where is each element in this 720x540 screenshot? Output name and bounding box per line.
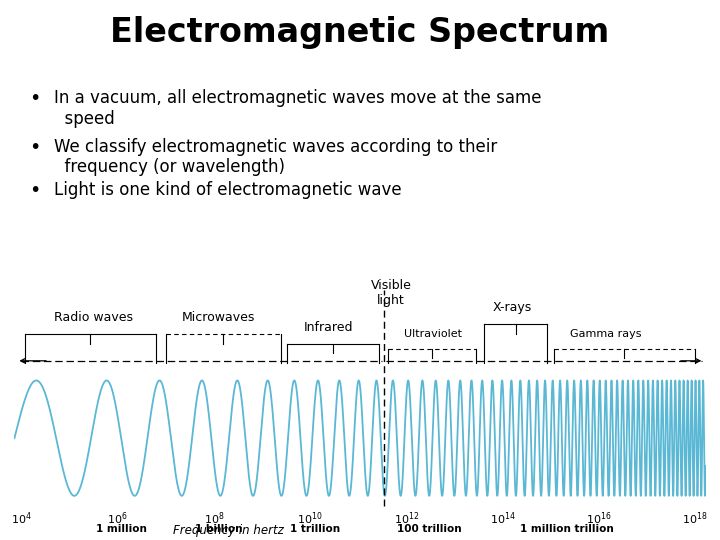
Text: X-rays: X-rays <box>492 301 531 314</box>
Text: •: • <box>29 181 40 200</box>
Text: We classify electromagnetic waves according to their
  frequency (or wavelength): We classify electromagnetic waves accord… <box>54 138 498 177</box>
Text: $10^{10}$: $10^{10}$ <box>297 510 323 527</box>
Text: $10^{12}$: $10^{12}$ <box>394 510 419 527</box>
Text: $10^{6}$: $10^{6}$ <box>107 510 128 527</box>
Text: 100 trillion: 100 trillion <box>397 524 462 534</box>
Text: Ultraviolet: Ultraviolet <box>404 329 462 339</box>
Text: Microwaves: Microwaves <box>181 311 255 324</box>
Text: Infrared: Infrared <box>304 321 354 334</box>
Text: •: • <box>29 138 40 157</box>
Text: Radio waves: Radio waves <box>55 311 133 324</box>
Text: 1 trillion: 1 trillion <box>290 524 340 534</box>
Text: Frequency in hertz: Frequency in hertz <box>174 524 284 537</box>
Text: Gamma rays: Gamma rays <box>570 329 641 339</box>
Text: $10^{4}$: $10^{4}$ <box>11 510 32 527</box>
Text: $10^{8}$: $10^{8}$ <box>204 510 224 527</box>
Text: Electromagnetic Spectrum: Electromagnetic Spectrum <box>110 16 610 49</box>
Text: $10^{14}$: $10^{14}$ <box>490 510 516 527</box>
Text: 1 million trillion: 1 million trillion <box>521 524 614 534</box>
Text: $10^{16}$: $10^{16}$ <box>586 510 612 527</box>
Text: •: • <box>29 89 40 108</box>
Text: 1 million: 1 million <box>96 524 147 534</box>
Text: 1 billion: 1 billion <box>194 524 242 534</box>
Text: $10^{18}$: $10^{18}$ <box>683 510 708 527</box>
Text: Light is one kind of electromagnetic wave: Light is one kind of electromagnetic wav… <box>54 181 402 199</box>
Text: Visible
light: Visible light <box>371 279 412 307</box>
Text: In a vacuum, all electromagnetic waves move at the same
  speed: In a vacuum, all electromagnetic waves m… <box>54 89 541 128</box>
